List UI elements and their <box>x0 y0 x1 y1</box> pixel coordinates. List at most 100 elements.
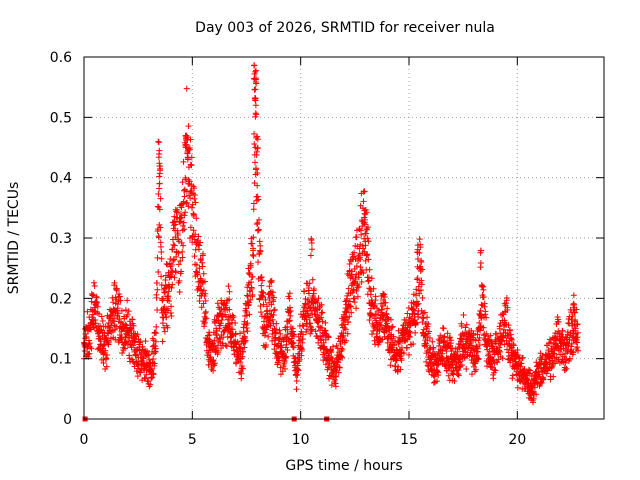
data-point <box>424 314 431 321</box>
data-point <box>180 242 187 249</box>
data-point <box>191 195 198 202</box>
data-point <box>158 249 165 256</box>
data-point <box>451 378 458 385</box>
data-point <box>170 241 177 248</box>
data-point <box>105 330 112 337</box>
data-point <box>94 303 101 310</box>
data-point <box>131 339 138 346</box>
data-point <box>171 242 178 249</box>
data-point <box>174 206 181 213</box>
data-point <box>254 145 261 152</box>
data-point <box>117 335 124 342</box>
data-point <box>104 352 111 359</box>
data-point <box>252 102 259 109</box>
data-point <box>420 315 427 322</box>
data-point <box>215 349 222 356</box>
data-point <box>311 285 318 292</box>
data-point <box>502 321 509 328</box>
data-point <box>364 226 371 233</box>
data-point <box>382 299 389 306</box>
data-point <box>200 270 207 277</box>
data-point <box>462 324 469 331</box>
data-point <box>127 340 134 347</box>
data-point <box>497 348 503 355</box>
data-point <box>374 305 381 312</box>
data-point <box>89 292 96 299</box>
data-point <box>506 326 513 333</box>
data-point <box>258 274 265 281</box>
data-point <box>339 354 346 361</box>
data-point <box>199 263 206 270</box>
data-point <box>93 293 100 300</box>
data-point <box>299 322 306 329</box>
data-point <box>184 154 191 161</box>
data-point <box>97 322 104 329</box>
data-point <box>440 325 447 332</box>
data-point <box>192 231 199 238</box>
data-point <box>509 372 516 379</box>
data-point <box>573 321 580 328</box>
data-point <box>176 277 183 284</box>
data-point <box>191 236 198 243</box>
data-point <box>102 347 109 354</box>
data-point <box>460 341 467 348</box>
data-point <box>237 359 244 366</box>
data-point <box>435 372 442 379</box>
data-point <box>345 285 352 292</box>
data-point <box>188 162 195 169</box>
data-point <box>298 346 305 353</box>
data-point <box>142 338 149 345</box>
data-point <box>181 212 188 219</box>
data-point <box>252 67 259 74</box>
data-point <box>137 369 144 376</box>
data-point <box>168 261 175 268</box>
data-point <box>355 283 362 290</box>
data-point <box>203 315 210 322</box>
data-point <box>226 296 233 303</box>
data-point <box>250 234 257 241</box>
x-tick-label: 15 <box>400 432 418 448</box>
data-point <box>167 310 174 317</box>
data-point <box>342 326 349 333</box>
data-point <box>317 333 324 340</box>
data-point <box>422 333 429 340</box>
data-point <box>176 288 183 295</box>
data-point <box>251 86 258 93</box>
data-point <box>155 138 162 145</box>
data-point <box>307 330 314 337</box>
data-point <box>199 250 206 257</box>
data-point <box>367 305 374 312</box>
data-point <box>357 241 364 248</box>
data-point <box>499 355 506 362</box>
data-point <box>190 227 197 234</box>
data-point <box>490 357 497 364</box>
data-point <box>493 331 500 338</box>
data-point <box>384 314 391 321</box>
data-point <box>411 310 418 317</box>
data-point <box>433 378 440 385</box>
data-point <box>156 206 163 213</box>
data-point <box>202 297 209 304</box>
data-point <box>343 308 350 315</box>
data-point <box>305 284 312 291</box>
data-point <box>548 363 555 370</box>
data-point <box>419 319 426 326</box>
data-point <box>85 351 92 358</box>
data-point <box>499 338 506 345</box>
data-point <box>129 358 136 365</box>
data-point <box>388 324 395 331</box>
data-point <box>161 328 168 335</box>
data-point <box>348 309 355 316</box>
data-point <box>153 323 160 330</box>
data-point <box>501 341 508 348</box>
data-point <box>414 276 421 283</box>
data-point <box>259 277 266 284</box>
data-point <box>318 310 325 317</box>
data-point <box>185 146 192 153</box>
data-point <box>414 275 421 282</box>
data-point <box>169 281 176 288</box>
data-point <box>205 349 212 356</box>
data-point <box>185 123 192 130</box>
data-point <box>344 292 351 299</box>
data-point <box>480 286 487 293</box>
